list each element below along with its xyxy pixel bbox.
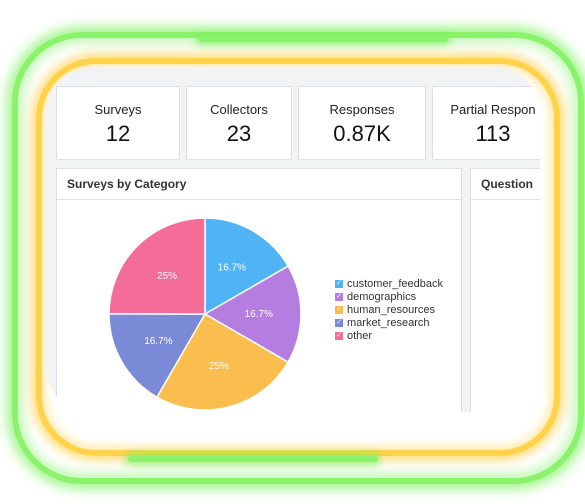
kpi-card-collectors[interactable]: Collectors 23 xyxy=(186,86,292,160)
chart-legend: ✓ customer_feedback ✓ demographics ✓ human_re… xyxy=(335,277,443,342)
pie-slice-label: 25% xyxy=(157,271,177,282)
legend-item-human-resources[interactable]: ✓ human_resources xyxy=(335,303,443,316)
surveys-by-category-panel: Surveys by Category 16.7% 16.7% 25% 16.7% 25… xyxy=(56,168,462,412)
legend-label: demographics xyxy=(347,290,417,303)
legend-item-other[interactable]: ✓ other xyxy=(335,329,443,342)
legend-label: customer_feedback xyxy=(347,277,443,290)
neon-arrow-top xyxy=(198,36,448,42)
pie-chart-svg: 16.7% 16.7% 25% 16.7% 25% xyxy=(108,217,302,411)
legend-checkbox-icon[interactable]: ✓ xyxy=(335,331,343,340)
pie-slice-other[interactable] xyxy=(108,217,206,315)
kpi-card-surveys[interactable]: Surveys 12 xyxy=(56,86,180,160)
neon-frame-yellow xyxy=(36,58,560,456)
legend-label: other xyxy=(347,329,373,342)
kpi-value: 0.87K xyxy=(333,121,391,146)
legend-label: human_resources xyxy=(347,303,436,316)
neon-frame-green xyxy=(12,32,584,484)
legend-checkbox-icon[interactable]: ✓ xyxy=(335,305,343,314)
kpi-card-responses[interactable]: Responses 0.87K xyxy=(298,86,426,160)
legend-checkbox-icon[interactable]: ✓ xyxy=(335,318,343,327)
pie-slice-label: 16.7% xyxy=(218,262,246,273)
legend-item-demographics[interactable]: ✓ demographics xyxy=(335,290,443,303)
pie-slice-label: 16.7% xyxy=(144,336,172,347)
pie-slice-demographics[interactable] xyxy=(203,265,302,364)
pie-slice-label: 25% xyxy=(209,361,229,372)
question-panel: Question xyxy=(470,168,540,412)
kpi-value: 12 xyxy=(105,121,131,146)
kpi-label: Surveys xyxy=(94,102,142,117)
legend-checkbox-icon[interactable]: ✓ xyxy=(335,292,343,301)
kpi-label: Responses xyxy=(329,102,395,117)
kpi-card-partial-responses[interactable]: Partial Respon 113 xyxy=(432,86,540,160)
kpi-label: Partial Respon xyxy=(450,102,536,117)
panel-title: Surveys by Category xyxy=(57,169,461,200)
pie-slice-customer-feedback[interactable] xyxy=(204,217,290,316)
pie-slice-human-resources[interactable] xyxy=(155,312,290,411)
legend-item-customer-feedback[interactable]: ✓ customer_feedback xyxy=(335,277,443,290)
pie-slice-market-research[interactable] xyxy=(108,313,207,399)
legend-label: market_research xyxy=(347,316,430,329)
legend-checkbox-icon[interactable]: ✓ xyxy=(335,279,343,288)
dashboard: Surveys 12 Collectors 23 Responses 0.87K… xyxy=(46,68,540,412)
kpi-value: 113 xyxy=(475,121,511,146)
neon-arrow-bottom xyxy=(128,456,378,462)
legend-item-market-research[interactable]: ✓ market_research xyxy=(335,316,443,329)
pie-slice-label: 16.7% xyxy=(245,309,273,320)
kpi-label: Collectors xyxy=(210,102,268,117)
pie-chart: 16.7% 16.7% 25% 16.7% 25% xyxy=(105,214,305,412)
panel-title: Question xyxy=(471,169,540,200)
kpi-row: Surveys 12 Collectors 23 Responses 0.87K… xyxy=(46,68,540,160)
kpi-value: 23 xyxy=(226,121,252,146)
